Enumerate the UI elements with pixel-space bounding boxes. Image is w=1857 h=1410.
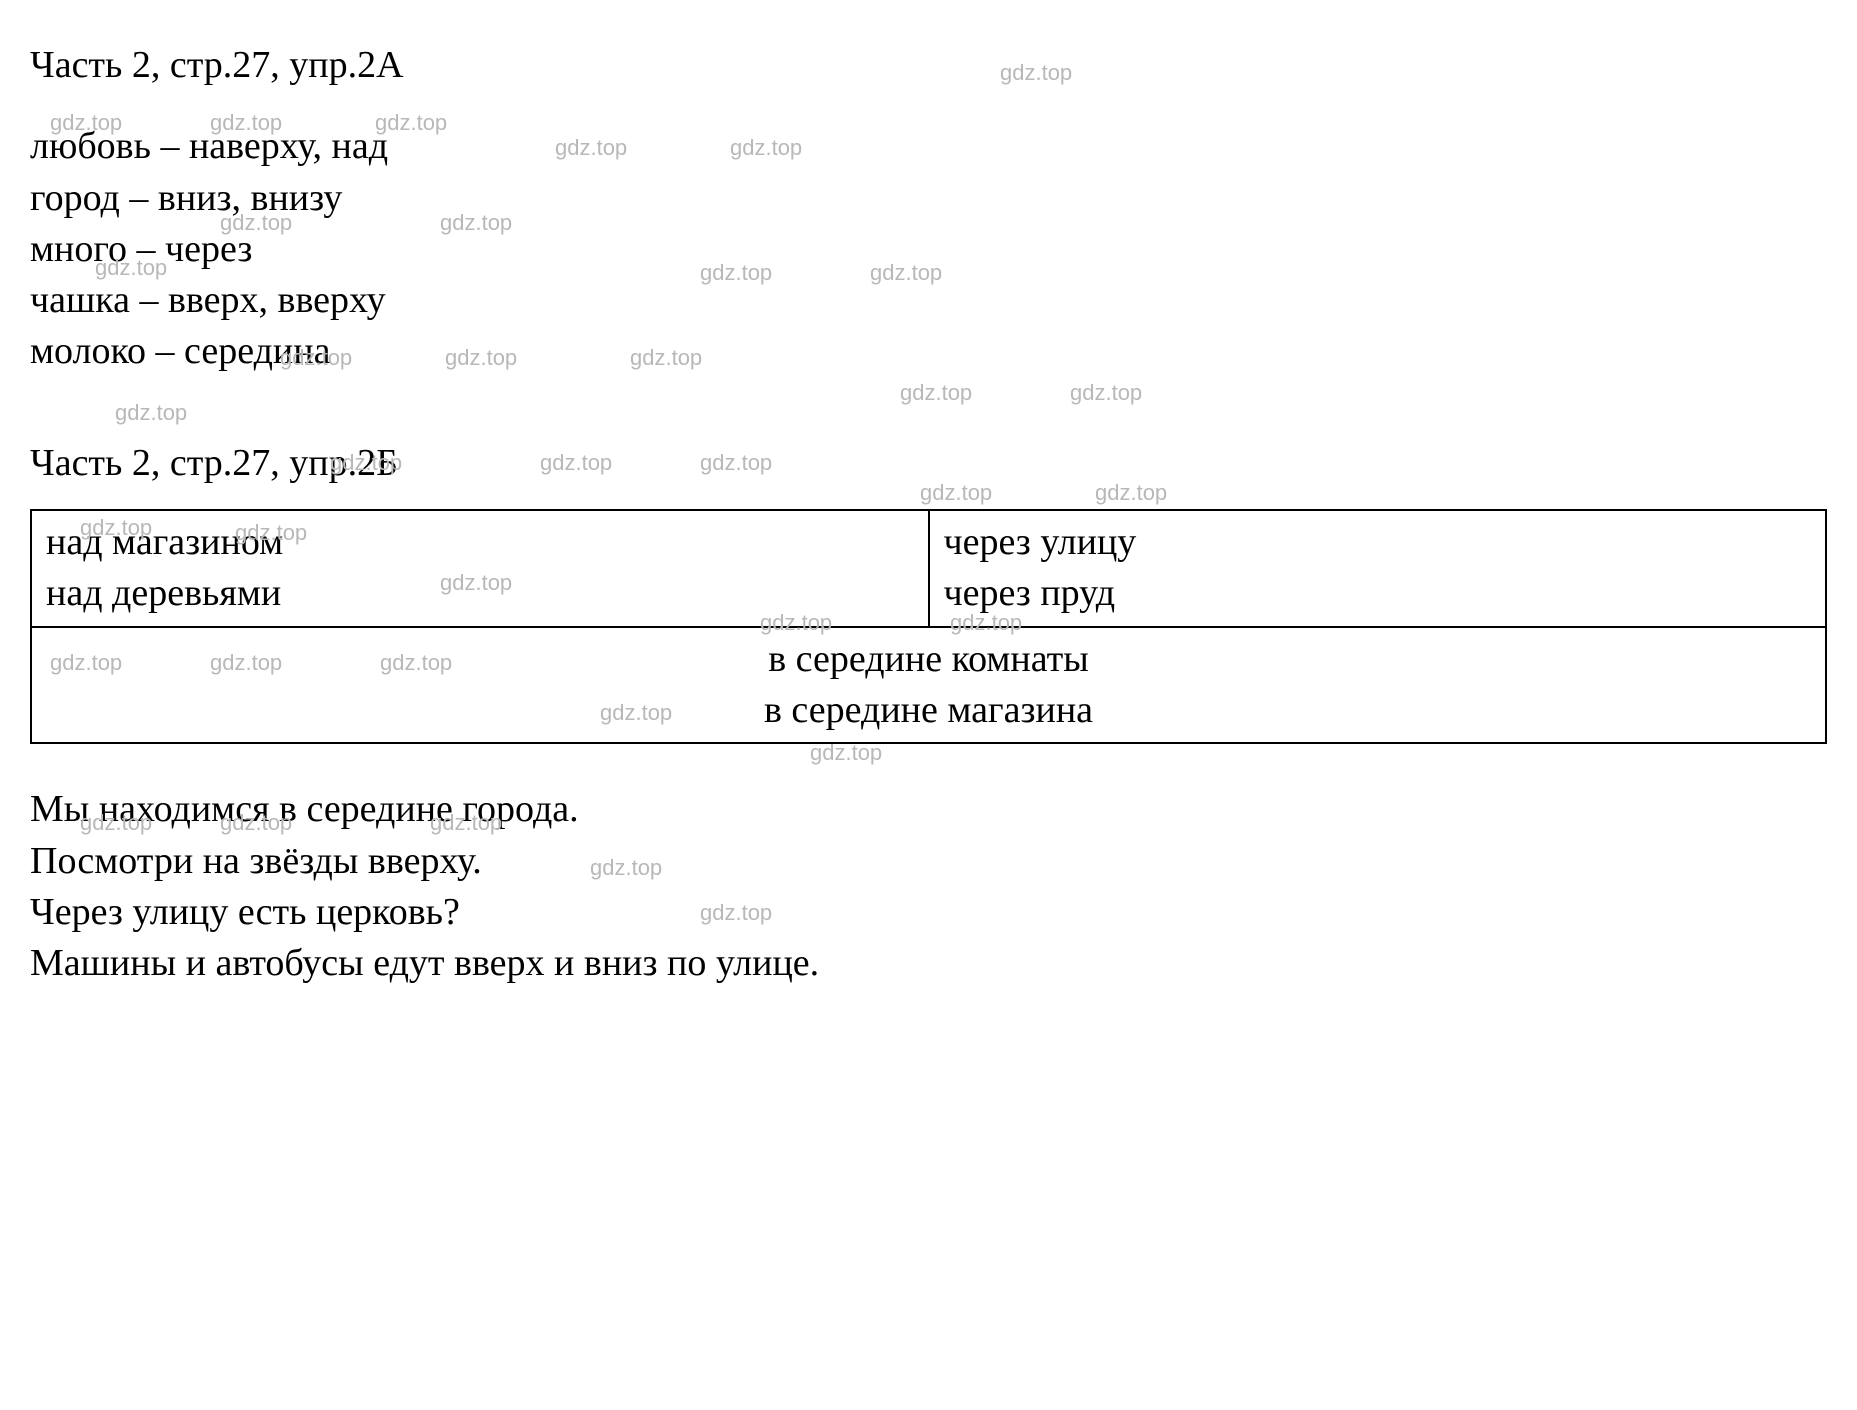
cell-line: в середине магазина [46,685,1811,736]
sentence-line: Посмотри на звёзды вверху. [30,836,1827,887]
table-row: над магазином над деревьями через улицу … [31,510,1826,627]
section-1-title: Часть 2, стр.27, упр.2А [30,40,1827,91]
watermark-text: gdz.top [115,400,187,426]
table-cell-top-right: через улицу через пруд [929,510,1827,627]
section-2: Часть 2, стр.27, упр.2Б над магазином на… [30,438,1827,990]
section-1-line: любовь – наверху, над [30,121,1827,172]
cell-line: через улицу [944,517,1812,568]
cell-line: через пруд [944,568,1812,619]
section-1-line: много – через [30,224,1827,275]
translation-table: над магазином над деревьями через улицу … [30,509,1827,744]
cell-line: над магазином [46,517,914,568]
sentence-line: Через улицу есть церковь? [30,887,1827,938]
section-1-line: город – вниз, внизу [30,173,1827,224]
section-1-line: молоко – середина [30,326,1827,377]
table-cell-top-left: над магазином над деревьями [31,510,929,627]
sentence-line: Машины и автобусы едут вверх и вниз по у… [30,938,1827,989]
cell-line: в середине комнаты [46,634,1811,685]
table-row: в середине комнаты в середине магазина [31,627,1826,744]
section-2-title: Часть 2, стр.27, упр.2Б [30,438,1827,489]
section-1-line: чашка – вверх, вверху [30,275,1827,326]
section-1: Часть 2, стр.27, упр.2А любовь – наверху… [30,40,1827,378]
sentence-line: Мы находимся в середине города. [30,784,1827,835]
cell-line: над деревьями [46,568,914,619]
table-cell-bottom: в середине комнаты в середине магазина [31,627,1826,744]
watermark-text: gdz.top [1070,380,1142,406]
sentences-block: Мы находимся в середине города. Посмотри… [30,784,1827,989]
watermark-text: gdz.top [900,380,972,406]
